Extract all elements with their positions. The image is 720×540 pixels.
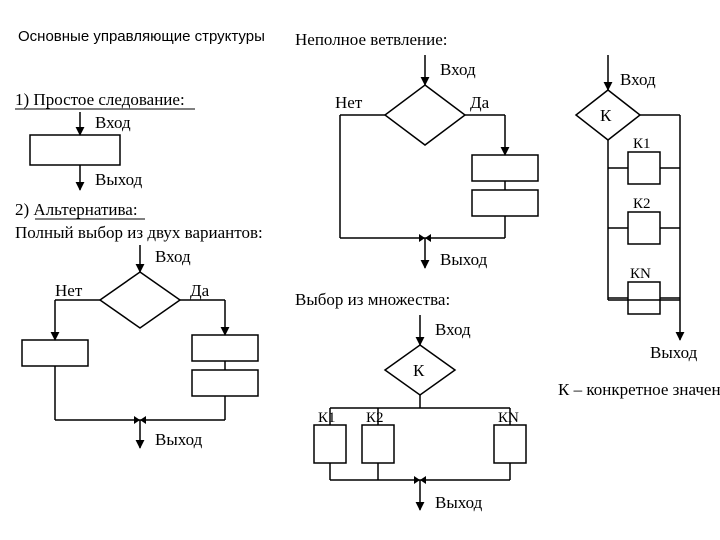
diagram-full-choice: 2) Альтернатива: Полный выбор из двух ва… [15,200,263,449]
heading-simple: 1) Простое следование: [15,90,185,109]
k2-label-v: К2 [633,196,651,212]
box-k1-v [628,152,660,184]
exit-label-2: Выход [155,430,203,449]
process-box-right-1 [192,335,258,361]
k2-label: К2 [366,410,384,426]
no-label: Нет [55,281,83,300]
exit-label-5: Выход [650,343,698,362]
decision-diamond-2 [385,85,465,145]
kn-label: КN [498,410,519,426]
yes-label: Да [190,281,210,300]
yes-label-2: Да [470,93,490,112]
exit-label-4: Выход [435,493,483,512]
entry-label-4: Вход [435,320,471,339]
box-k2-v [628,212,660,244]
entry-label: Вход [95,113,131,132]
k-label: К [413,361,425,380]
process-box-right-2 [192,370,258,396]
diagram-k-vertical: Вход К К1 К2 КN Выход [576,55,698,362]
heading-alternative: 2) Альтернатива: [15,200,138,219]
decision-diamond [100,272,180,328]
diagram-canvas: 1) Простое следование: Вход Выход 2) Аль… [0,0,720,540]
exit-label-3: Выход [440,250,488,269]
box-k1 [314,425,346,463]
heading-full-choice: Полный выбор из двух вариантов: [15,223,263,242]
k1-label-v: К1 [633,136,651,152]
process-box-left [22,340,88,366]
no-label-2: Нет [335,93,363,112]
heading-set-choice: Выбор из множества: [295,290,450,309]
process-box-r1 [472,155,538,181]
process-box [30,135,120,165]
entry-label-5: Вход [620,70,656,89]
process-box-r2 [472,190,538,216]
entry-label-2: Вход [155,247,191,266]
diagram-simple-sequence: 1) Простое следование: Вход Выход [15,90,195,190]
heading-incomplete: Неполное ветвление: [295,30,447,49]
k1-label: К1 [318,410,336,426]
box-kn [494,425,526,463]
entry-label-3: Вход [440,60,476,79]
k-note: К – конкретное значение [558,380,720,399]
box-k2 [362,425,394,463]
box-kn-v [628,282,660,314]
kn-label-v: КN [630,266,651,282]
diagram-set-choice: Выбор из множества: Вход К К1 К2 КN Выхо… [295,290,526,512]
exit-label: Выход [95,170,143,189]
diagram-incomplete-branching: Неполное ветвление: Вход Нет Да Выход [295,30,538,269]
k-label-v: К [600,106,612,125]
